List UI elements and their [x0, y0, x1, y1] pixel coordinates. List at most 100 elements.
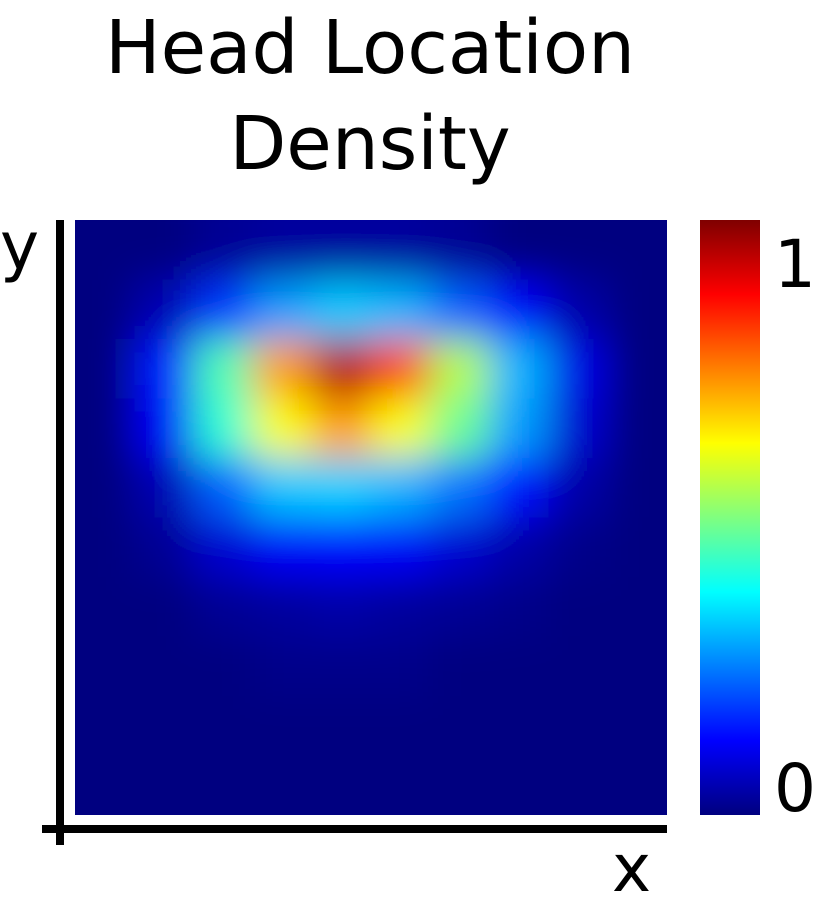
heatmap-cell [430, 696, 491, 757]
heatmap-cell [311, 577, 372, 638]
heatmap-cell [489, 577, 550, 638]
heatmap-cell [311, 398, 372, 459]
heatmap-cell [607, 517, 667, 578]
heatmap-cell [252, 279, 313, 340]
heatmap-cell [548, 339, 609, 400]
heatmap-cell [252, 339, 313, 400]
heatmap-cell [371, 220, 432, 281]
heatmap-cell [371, 755, 432, 815]
heatmap-cell [252, 458, 313, 519]
heatmap-cell [489, 696, 550, 757]
heatmap-cell [607, 339, 667, 400]
heatmap-cell [371, 398, 432, 459]
heatmap-cell [75, 755, 136, 815]
heatmap-cell [607, 636, 667, 697]
heatmap-cell [430, 577, 491, 638]
colorbar-min-label: 0 [774, 750, 816, 827]
heatmap-cell [311, 696, 372, 757]
heatmap-cell [311, 279, 372, 340]
heatmap-cell [193, 458, 254, 519]
colorbar-max-label: 1 [774, 226, 816, 303]
heatmap-cell [607, 398, 667, 459]
heatmap-cell [75, 220, 136, 281]
heatmap-cell [193, 398, 254, 459]
heatmap-cell [371, 696, 432, 757]
heatmap-cell [430, 755, 491, 815]
heatmap-cell [371, 458, 432, 519]
heatmap-cell [75, 577, 136, 638]
heatmap-cell [75, 398, 136, 459]
heatmap-cell [311, 220, 372, 281]
heatmap-cell [252, 696, 313, 757]
heatmap-cell [311, 339, 372, 400]
heatmap-cell [430, 517, 491, 578]
heatmap-cell [193, 755, 254, 815]
heatmap-cell [430, 279, 491, 340]
heatmap-cell [548, 577, 609, 638]
heatmap-cell [134, 636, 195, 697]
heatmap-cell [193, 339, 254, 400]
heatmap-cell [371, 279, 432, 340]
heatmap-cell [75, 696, 136, 757]
heatmap-cell [548, 517, 609, 578]
heatmap-cell [193, 636, 254, 697]
heatmap-cell [134, 755, 195, 815]
heatmap-cell [134, 279, 195, 340]
x-axis-label: x [612, 830, 652, 907]
heatmap-cell [75, 458, 136, 519]
heatmap-cell [193, 577, 254, 638]
heatmap-cell [548, 398, 609, 459]
heatmap-cell [193, 517, 254, 578]
heatmap-cell [75, 636, 136, 697]
heatmap-cell [489, 458, 550, 519]
heatmap-cell [430, 339, 491, 400]
heatmap-cell [607, 220, 667, 281]
heatmap-cell [489, 636, 550, 697]
heatmap-cell [193, 696, 254, 757]
chart-title-line-2: Density [229, 101, 511, 187]
heatmap-cell [193, 279, 254, 340]
heatmap-cell [134, 577, 195, 638]
heatmap-cell [548, 755, 609, 815]
y-axis-label: y [0, 208, 40, 285]
heatmap-cell [134, 220, 195, 281]
heatmap-cell [75, 517, 136, 578]
heatmap-cell [548, 458, 609, 519]
heatmap-cell [548, 279, 609, 340]
heatmap-cell [311, 517, 372, 578]
heatmap-cell [430, 636, 491, 697]
heatmap-cell [489, 517, 550, 578]
heatmap-cell [311, 755, 372, 815]
heatmap-cell [489, 220, 550, 281]
heatmap-cell [75, 339, 136, 400]
heatmap-cell [489, 339, 550, 400]
heatmap-cell [607, 755, 667, 815]
heatmap-cell [252, 220, 313, 281]
heatmap-cell [548, 220, 609, 281]
heatmap-cell [607, 577, 667, 638]
heatmap-cell [134, 696, 195, 757]
heatmap-cell [252, 577, 313, 638]
heatmap-cell [134, 339, 195, 400]
heatmap-cell [252, 636, 313, 697]
heatmap-cell [489, 398, 550, 459]
heatmap-cell [489, 755, 550, 815]
heatmap-cell [489, 279, 550, 340]
heatmap-cell [607, 696, 667, 757]
heatmap-cell [134, 458, 195, 519]
heatmap-cell [311, 458, 372, 519]
heatmap-cell [371, 577, 432, 638]
heatmap-cell [134, 398, 195, 459]
heatmap-cell [607, 279, 667, 340]
heatmap-cell [430, 398, 491, 459]
colorbar [700, 220, 760, 815]
heatmap-cell [607, 458, 667, 519]
heatmap-cell [193, 220, 254, 281]
heatmap-cell [134, 517, 195, 578]
heatmap-cell [252, 398, 313, 459]
heatmap-cell [430, 220, 491, 281]
heatmap-cell [311, 636, 372, 697]
heatmap-cell [252, 755, 313, 815]
heatmap-cell [75, 279, 136, 340]
